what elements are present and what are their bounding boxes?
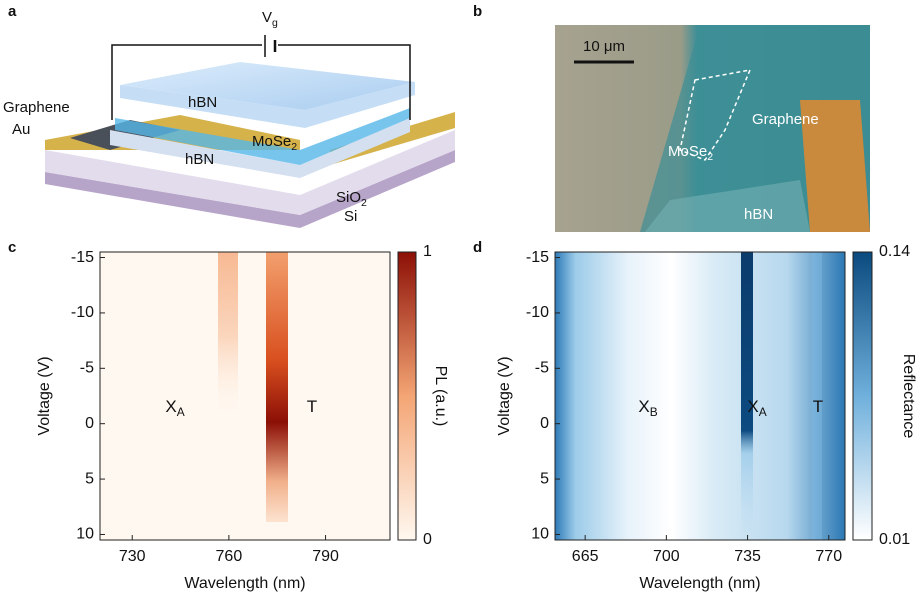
y-tick-label: 5 <box>85 470 94 487</box>
colorbar-label: Reflectance <box>900 354 917 439</box>
x-axis-label: Wavelength (nm) <box>184 575 305 592</box>
schematic-label: Si <box>344 208 357 225</box>
panel-label: d <box>473 239 482 256</box>
schematic-label-main: SiO <box>336 189 361 206</box>
annotation: T <box>813 397 823 416</box>
colorbar-tick-label: 0.14 <box>879 243 910 260</box>
colorbar <box>852 251 873 541</box>
x-tick-label: 665 <box>572 548 599 565</box>
y-axis-label: Voltage (V) <box>36 356 53 435</box>
x-tick-label: 760 <box>216 548 243 565</box>
micrograph <box>555 25 870 232</box>
x-tick-label: 770 <box>815 548 842 565</box>
plot-frame <box>554 251 846 541</box>
schematic-label-sub: 2 <box>291 141 297 153</box>
schematic-label: Graphene <box>3 99 70 116</box>
colorbar-tick-label: 0.01 <box>879 531 910 548</box>
schematic-label-main: Si <box>344 208 357 225</box>
y-tick-label: 0 <box>85 415 94 432</box>
schematic-label-main: MoSe <box>252 133 291 150</box>
x-axis-label: Wavelength (nm) <box>639 575 760 592</box>
annotation-sub: A <box>759 405 767 419</box>
schematic-label: MoSe2 <box>252 133 297 153</box>
micrograph-label: Graphene <box>752 111 819 128</box>
micrograph-label-main: MoSe <box>668 143 707 160</box>
panel-label: c <box>8 239 16 256</box>
panel-label: b <box>473 3 482 20</box>
y-tick-label: -10 <box>526 304 549 321</box>
schematic <box>45 35 455 228</box>
annotation-sub: A <box>177 405 185 419</box>
schematic-label-main: Au <box>12 121 30 138</box>
heatmap-c <box>100 252 390 540</box>
schematic-label: Au <box>12 121 30 138</box>
y-tick-label: 0 <box>540 415 549 432</box>
panel-label: a <box>8 3 17 20</box>
y-tick-label: -15 <box>526 249 549 266</box>
heatmap-d <box>555 252 845 540</box>
schematic-label: hBN <box>188 94 217 111</box>
annotation: XA <box>747 397 766 419</box>
y-tick-label: 10 <box>531 526 549 543</box>
annotation-main: X <box>638 397 649 416</box>
annotation: XA <box>165 397 184 419</box>
y-tick-label: -10 <box>71 304 94 321</box>
schematic-label-main: hBN <box>185 151 214 168</box>
colorbar-label: PL (a.u.) <box>432 366 449 427</box>
gate-label-sub: g <box>272 17 278 29</box>
x-tick-label: 790 <box>312 548 339 565</box>
micrograph-label: hBN <box>744 206 773 223</box>
schematic-label-sub: 2 <box>361 197 367 209</box>
y-tick-label: -5 <box>535 360 549 377</box>
colorbar-tick-label: 0 <box>423 531 432 548</box>
schematic-label: hBN <box>185 151 214 168</box>
micrograph-label-sub: 2 <box>707 151 713 163</box>
annotation: XB <box>638 397 657 419</box>
y-tick-label: 10 <box>76 526 94 543</box>
gate-label: Vg <box>262 9 278 29</box>
schematic-label-main: Graphene <box>3 99 70 116</box>
annotation-main: X <box>747 397 758 416</box>
micrograph-label-main: hBN <box>744 206 773 223</box>
schematic-label-main: hBN <box>188 94 217 111</box>
annotation: T <box>307 397 317 416</box>
x-tick-label: 700 <box>653 548 680 565</box>
x-tick-label: 730 <box>119 548 146 565</box>
gate-label-main: V <box>262 9 272 26</box>
annotation-main: X <box>165 397 176 416</box>
y-tick-label: 5 <box>540 470 549 487</box>
scale-bar-label: 10 μm <box>583 38 625 55</box>
micrograph-label-main: Graphene <box>752 111 819 128</box>
colorbar-tick-label: 1 <box>423 243 432 260</box>
annotation-main: T <box>813 397 823 416</box>
annotation-sub: B <box>650 405 658 419</box>
colorbar <box>397 251 417 541</box>
y-axis-label: Voltage (V) <box>496 356 513 435</box>
x-tick-label: 735 <box>734 548 761 565</box>
y-tick-label: -5 <box>80 360 94 377</box>
annotation-main: T <box>307 397 317 416</box>
micrograph-label: MoSe2 <box>668 143 713 163</box>
plot-frame <box>99 251 391 541</box>
y-tick-label: -15 <box>71 249 94 266</box>
schematic-label: SiO2 <box>336 189 367 209</box>
